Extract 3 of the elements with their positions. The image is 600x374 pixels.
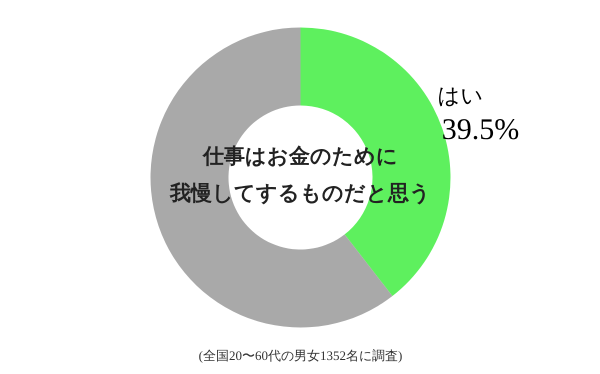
- data-label: 39.5%: [442, 113, 520, 146]
- text: (全国20〜60代の男女1352名に調査): [198, 348, 402, 363]
- slice-label: はい: [438, 83, 484, 108]
